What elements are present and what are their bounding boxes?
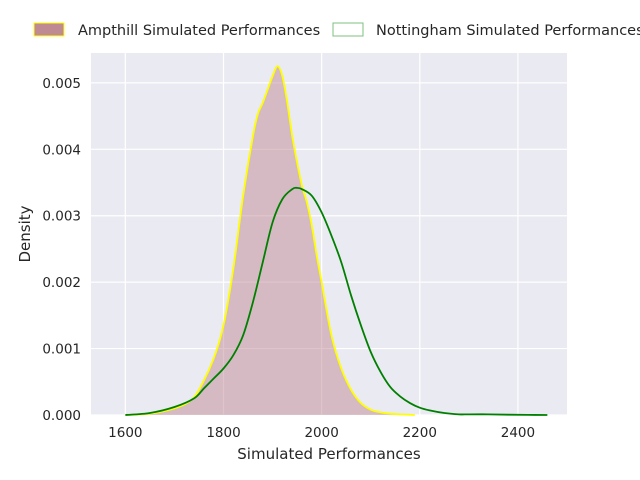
legend-label-nottingham: Nottingham Simulated Performances xyxy=(376,23,640,39)
x-axis-label: Simulated Performances xyxy=(237,445,421,463)
legend-swatch-nottingham xyxy=(332,22,364,37)
series-layer xyxy=(125,65,548,416)
y-tick-label: 0.004 xyxy=(42,142,81,158)
ampthill-density-fill xyxy=(125,66,415,415)
nottingham-density-line xyxy=(125,186,548,416)
legend: Ampthill Simulated Performances Nottingh… xyxy=(33,22,640,39)
x-tick-label: 1600 xyxy=(108,425,142,441)
y-axis-label: Density xyxy=(16,205,34,262)
x-tick-labels: 1600 1800 2000 2200 2400 xyxy=(108,425,535,441)
y-tick-label: 0.001 xyxy=(42,342,81,358)
x-tick-label: 2000 xyxy=(304,425,338,441)
y-tick-label: 0.002 xyxy=(42,275,81,291)
y-tick-label: 0.003 xyxy=(42,209,81,225)
y-tick-label: 0.000 xyxy=(42,408,81,424)
x-tick-label: 2200 xyxy=(403,425,437,441)
grid-lines xyxy=(91,53,567,416)
x-tick-label: 2400 xyxy=(501,425,535,441)
ampthill-density-line xyxy=(125,65,415,416)
legend-label-ampthill: Ampthill Simulated Performances xyxy=(78,23,320,39)
legend-swatch-ampthill xyxy=(33,22,65,37)
x-tick-label: 1800 xyxy=(206,425,240,441)
y-tick-label: 0.005 xyxy=(42,76,81,92)
y-tick-labels: 0.000 0.001 0.002 0.003 0.004 0.005 xyxy=(42,76,81,424)
